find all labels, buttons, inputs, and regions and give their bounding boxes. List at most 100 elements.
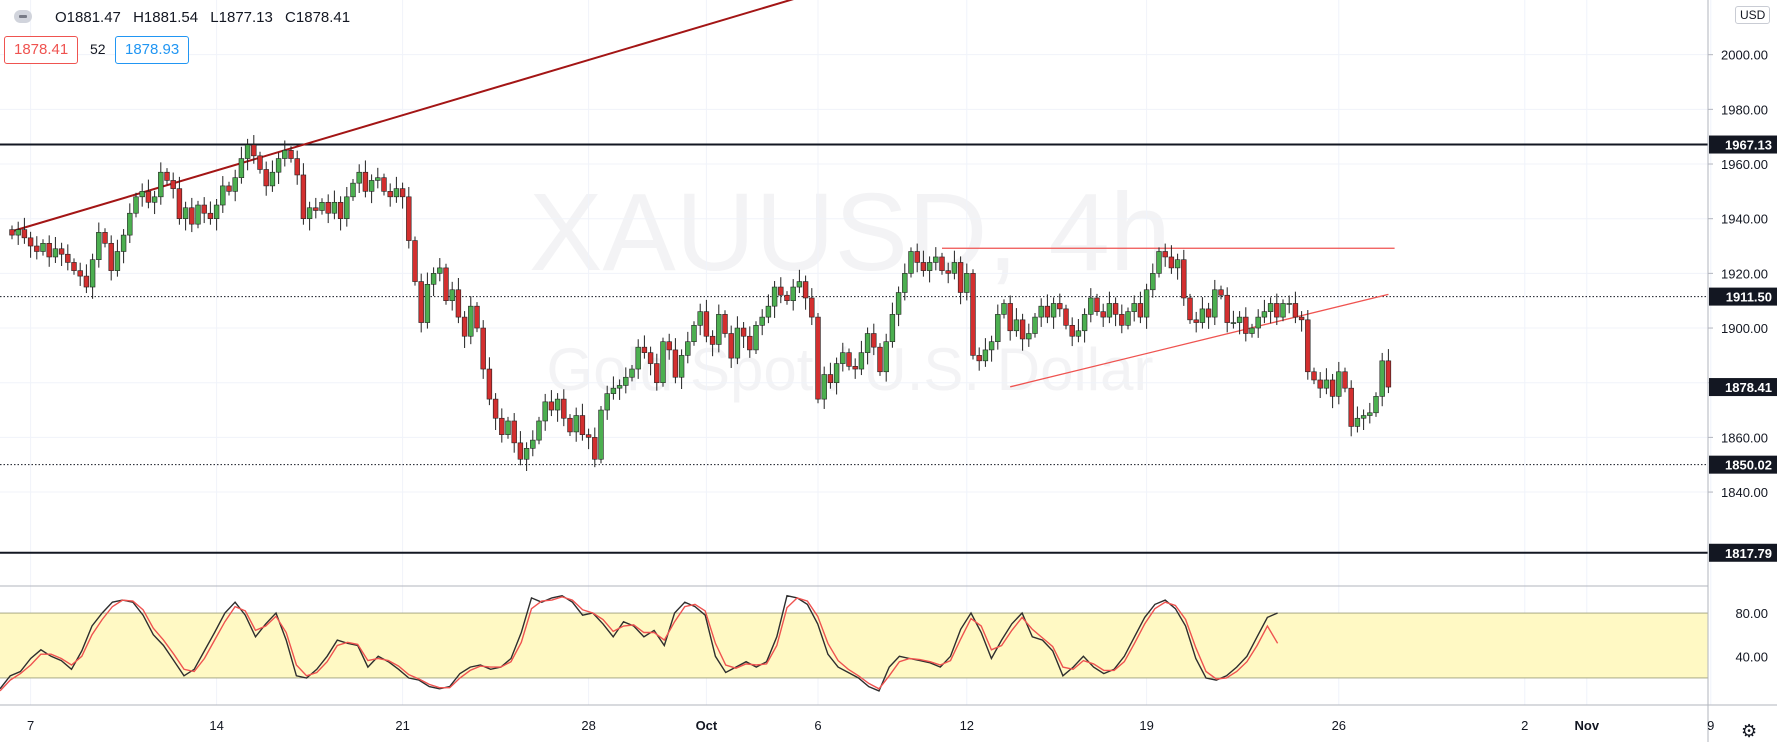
- candle: [430, 267, 437, 297]
- candle: [877, 343, 883, 376]
- price-tick-label: 1860.00: [1721, 430, 1768, 445]
- candles[interactable]: [9, 135, 1392, 472]
- candle: [46, 235, 52, 267]
- currency-badge[interactable]: USD: [1735, 6, 1771, 24]
- candle: [1131, 295, 1137, 322]
- candle: [1373, 392, 1379, 417]
- candle: [1360, 409, 1367, 431]
- candle-body: [418, 281, 424, 323]
- candle: [15, 221, 21, 245]
- candle-body: [1019, 319, 1026, 340]
- candle: [170, 172, 176, 199]
- candle-body: [449, 289, 455, 302]
- eye-icon[interactable]: [14, 10, 32, 23]
- candle: [871, 323, 877, 356]
- candle: [418, 273, 424, 333]
- candle-body: [548, 401, 555, 411]
- candle-body: [58, 248, 65, 255]
- candle: [1088, 288, 1094, 323]
- candle: [207, 201, 214, 225]
- candle-body: [1125, 311, 1131, 326]
- candle-body: [1088, 297, 1094, 315]
- candle: [517, 431, 524, 466]
- candle-body: [765, 305, 772, 318]
- candle-body: [852, 366, 858, 370]
- candle-body: [424, 283, 431, 323]
- candle: [1119, 304, 1125, 334]
- price-axis[interactable]: 1840.001860.001880.001900.001920.001940.…: [1708, 48, 1777, 665]
- candle: [1255, 309, 1261, 338]
- candle-body: [833, 363, 840, 384]
- candle-body: [678, 355, 685, 378]
- stochastic-k-line: [0, 594, 1278, 692]
- candle-body: [536, 420, 542, 441]
- candle-body: [201, 204, 207, 214]
- candle-body: [1181, 259, 1187, 299]
- candle: [1243, 307, 1249, 342]
- time-axis[interactable]: 7 14 21 28 Oct 6 12 19 26 2 Nov 9: [27, 718, 1714, 733]
- candle-body: [27, 237, 34, 247]
- candle-body: [957, 262, 964, 293]
- time-tick-label: 7: [27, 718, 34, 733]
- candle-body: [542, 401, 548, 422]
- candle: [740, 322, 747, 348]
- candle-body: [34, 245, 40, 252]
- candle: [145, 179, 152, 209]
- candle: [1168, 245, 1175, 274]
- candle: [1205, 302, 1212, 329]
- candle: [182, 201, 189, 231]
- candle-body: [914, 251, 920, 263]
- candle-body: [530, 439, 536, 449]
- gear-icon[interactable]: ⚙: [1741, 721, 1758, 741]
- candle-body: [331, 201, 338, 214]
- candle: [1311, 367, 1317, 385]
- candle-body: [195, 204, 201, 225]
- candle: [951, 250, 958, 280]
- candle-body: [846, 352, 852, 367]
- candle: [722, 310, 728, 338]
- candle: [1106, 291, 1113, 324]
- candle: [976, 347, 982, 371]
- watermark-description: Gold Spot / U.S. Dollar: [547, 336, 1154, 403]
- candle-body: [561, 398, 567, 419]
- candle-body: [1063, 308, 1069, 326]
- candle-body: [406, 196, 412, 241]
- candle: [1063, 304, 1069, 330]
- candle: [858, 340, 865, 376]
- candle-body: [133, 196, 139, 214]
- candle: [1385, 349, 1392, 394]
- sell-price-button[interactable]: 1878.41: [4, 36, 79, 64]
- candle-body: [356, 171, 362, 184]
- price-tick-label: 1980.00: [1721, 102, 1768, 117]
- candle-body: [647, 352, 654, 364]
- candle: [573, 407, 579, 442]
- candle-body: [790, 286, 796, 302]
- stochastic-band: [0, 612, 1708, 679]
- candle: [1187, 293, 1193, 324]
- candle-body: [65, 253, 71, 263]
- candle-body: [393, 188, 400, 198]
- stochastic-lines: [0, 594, 1279, 692]
- candle: [554, 393, 561, 422]
- candle: [995, 304, 1001, 350]
- high-value: H1881.54: [133, 9, 199, 26]
- candle-body: [703, 311, 710, 337]
- level-tag-bg: [1709, 135, 1777, 154]
- candle-body: [858, 352, 865, 370]
- candle: [108, 235, 114, 281]
- candle: [164, 168, 170, 185]
- candle-body: [189, 207, 195, 225]
- candle: [1286, 295, 1292, 314]
- candle: [809, 288, 815, 326]
- candle-body: [920, 262, 927, 271]
- candle: [1094, 293, 1100, 316]
- candle-body: [1081, 314, 1088, 332]
- buy-price-button[interactable]: 1878.93: [115, 36, 190, 64]
- candle: [257, 151, 263, 174]
- candle-body: [610, 387, 617, 394]
- candle-body: [635, 346, 641, 370]
- candle: [71, 258, 77, 275]
- candle: [790, 279, 796, 311]
- candle: [486, 357, 493, 406]
